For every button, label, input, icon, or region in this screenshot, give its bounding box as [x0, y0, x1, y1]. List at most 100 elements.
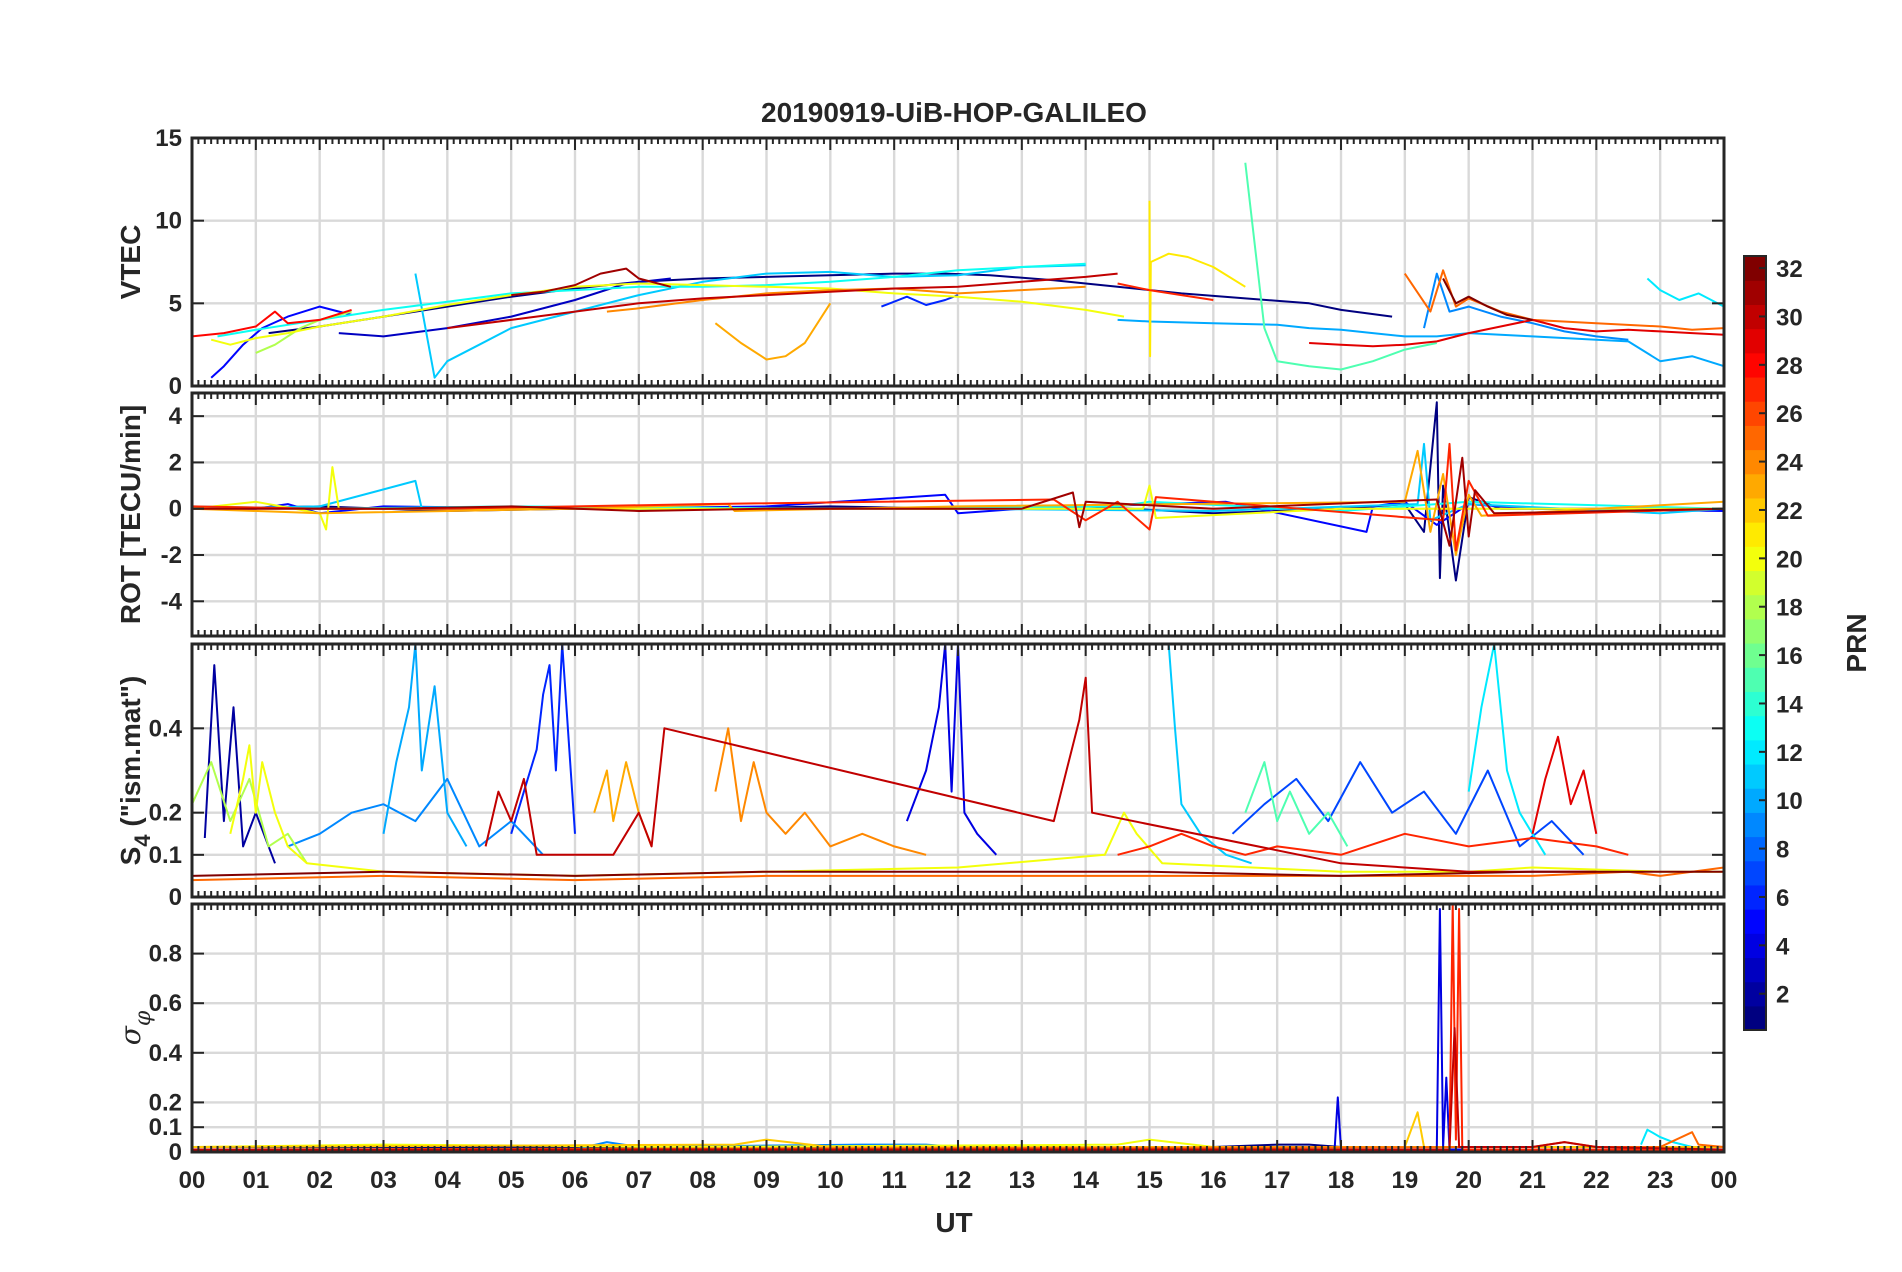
y-tick-label: 10 [155, 208, 182, 235]
colorbar-swatch [1744, 667, 1766, 692]
series-prn-27 [1117, 282, 1214, 301]
series-prn-11 [192, 442, 1724, 522]
colorbar-swatch [1744, 739, 1766, 765]
series-prn-10 [382, 644, 468, 847]
colorbar-swatch [1744, 812, 1766, 838]
series-prn-29 [1309, 318, 1724, 348]
y-tick-label: 0 [169, 373, 182, 400]
x-tick-label: 12 [945, 1167, 972, 1194]
y-tick-label: 0.1 [149, 1114, 182, 1141]
series-prn-21 [1148, 200, 1246, 358]
colorbar-swatch [1744, 401, 1766, 426]
colorbar-swatch [1744, 425, 1766, 451]
series-prn-13 [217, 262, 1086, 338]
series-prn-6 [510, 644, 576, 835]
colorbar-swatch [1744, 788, 1766, 813]
x-tick-label: 22 [1583, 1167, 1610, 1194]
y-tick-label: 0.4 [149, 715, 183, 742]
panel-frame [190, 391, 1726, 638]
series-prn-24 [714, 727, 927, 856]
x-tick-label: 11 [881, 1167, 906, 1194]
colorbar-swatch [1744, 836, 1766, 862]
y-tick-label: 0.1 [149, 842, 182, 869]
panel-4: 00.10.2 0.4 0.6 0.8 σφ [114, 902, 1726, 1166]
series-prn-24 [606, 285, 1086, 313]
y-tick-label: 0.8 [149, 941, 182, 968]
series-prn-23 [714, 302, 832, 361]
x-tick-label: 13 [1008, 1167, 1035, 1194]
y-tick-label: 0.2 [149, 1089, 182, 1116]
colorbar-swatch [1744, 256, 1766, 281]
colorbar-swatch [1744, 594, 1766, 620]
y-tick-label: 4 [169, 403, 183, 430]
colorbar-tick-label: 28 [1776, 353, 1803, 380]
colorbar-tick-label: 24 [1776, 450, 1803, 477]
colorbar-swatch [1744, 957, 1766, 983]
series-prn-28 [192, 308, 352, 338]
colorbar-swatch [1744, 522, 1766, 547]
colorbar-swatch [1744, 933, 1766, 959]
colorbar-swatch [1744, 280, 1766, 305]
y-tick-label: 0.2 [149, 800, 182, 827]
colorbar-swatch [1744, 715, 1766, 741]
colorbar-swatch [1744, 570, 1766, 596]
x-tick-label: 03 [370, 1167, 397, 1194]
x-tick-label: 08 [689, 1167, 716, 1194]
y-tick-label: 5 [169, 290, 182, 317]
y-axis-label-main: S [115, 847, 146, 866]
series-group [192, 162, 1724, 379]
series-prn-15 [1244, 761, 1349, 847]
colorbar-tick-label: 22 [1776, 498, 1803, 525]
colorbar-tick-label: 30 [1776, 304, 1803, 331]
panel-frame [190, 136, 1726, 388]
series-prn-30 [484, 676, 1597, 873]
x-tick-label: 04 [434, 1167, 461, 1194]
series-prn-18 [192, 761, 308, 864]
series-group [192, 644, 1724, 882]
panel-1: 0 5 10 15 VTEC [115, 125, 1726, 400]
x-tick-label: 02 [306, 1167, 333, 1194]
series-prn-12 [1646, 277, 1724, 308]
colorbar-swatch [1744, 352, 1766, 378]
series-prn-29 [1531, 735, 1598, 835]
x-tick-label: 07 [625, 1167, 652, 1194]
x-tick-label: 15 [1136, 1167, 1163, 1194]
colorbar-swatch [1744, 473, 1766, 499]
y-tick-label: 0.4 [149, 1040, 183, 1067]
colorbar-swatch [1744, 643, 1766, 668]
colorbar-frame [1743, 255, 1767, 1031]
series-prn-9 [1423, 272, 1629, 341]
y-tick-label: 0 [169, 496, 182, 523]
y-tick-label: 15 [155, 125, 182, 152]
colorbar-swatch [1744, 497, 1766, 523]
colorbar-swatch [1744, 909, 1766, 934]
x-tick-label: 23 [1647, 1167, 1674, 1194]
series-prn-31 [192, 456, 1724, 547]
y-axis-label-subscript: 4 [130, 834, 155, 847]
series-prn-6 [881, 294, 959, 308]
colorbar-swatch [1744, 546, 1766, 572]
panel-frame [190, 642, 1726, 899]
x-tick-label: 01 [242, 1167, 269, 1194]
x-tick-label: 00 [1711, 1167, 1738, 1194]
y-tick-label: 0 [169, 884, 182, 911]
series-prn-30 [447, 272, 1118, 330]
series-prn-11 [414, 264, 1086, 379]
x-axis-label: UT [935, 1207, 972, 1238]
y-tick-label: 0.6 [149, 990, 182, 1017]
colorbar-swatch [1744, 763, 1766, 789]
series-prn-7 [1231, 761, 1585, 856]
y-axis-label: ROT [TECU/min] [115, 405, 146, 624]
series-prn-32 [192, 870, 1724, 877]
x-tick-label: 10 [817, 1167, 844, 1194]
colorbar-tick-label: 6 [1776, 885, 1789, 912]
colorbar-tick-label: 10 [1776, 788, 1803, 815]
x-tick-label: 19 [1391, 1167, 1418, 1194]
x-tick-label: 09 [753, 1167, 780, 1194]
colorbar-swatch [1744, 1005, 1766, 1031]
colorbar-swatch [1744, 691, 1766, 717]
x-tick-label: 18 [1328, 1167, 1355, 1194]
colorbar-tick-label: 12 [1776, 740, 1803, 767]
